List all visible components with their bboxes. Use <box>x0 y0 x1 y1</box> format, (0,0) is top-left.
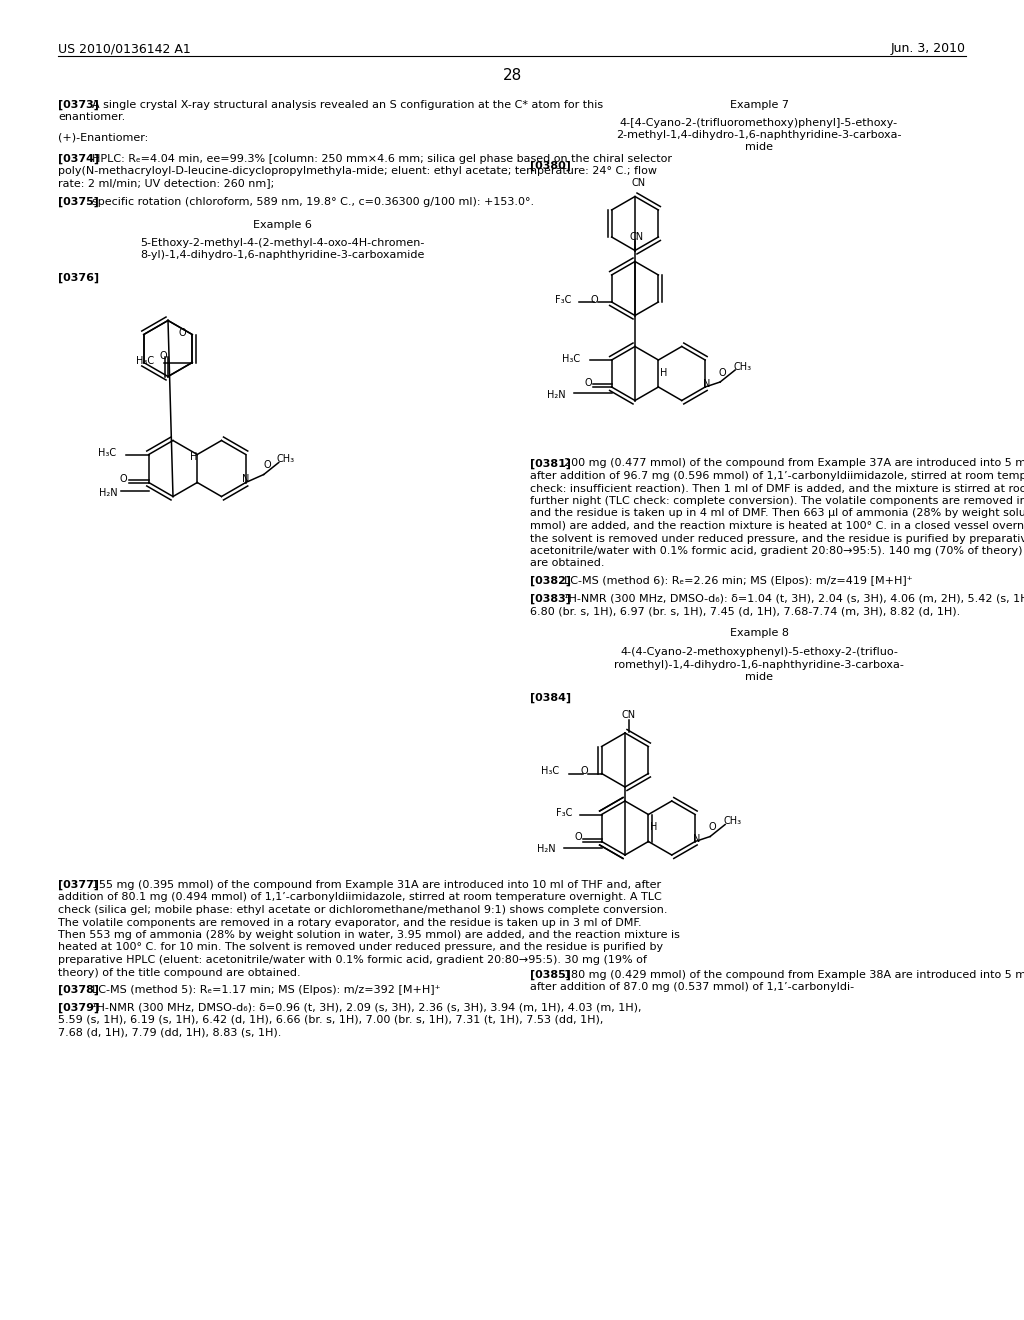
Text: specific rotation (chloroform, 589 nm, 19.8° C., c=0.36300 g/100 ml): +153.0°.: specific rotation (chloroform, 589 nm, 1… <box>91 197 534 207</box>
Text: N: N <box>693 833 700 843</box>
Text: preparative HPLC (eluent: acetonitrile/water with 0.1% formic acid, gradient 20:: preparative HPLC (eluent: acetonitrile/w… <box>58 954 647 965</box>
Text: H₃C: H₃C <box>98 449 117 458</box>
Text: [0380]: [0380] <box>530 161 570 172</box>
Text: O: O <box>718 368 726 378</box>
Text: F₃C: F₃C <box>556 808 572 817</box>
Text: [0373]: [0373] <box>58 100 99 111</box>
Text: HPLC: Rₑ=4.04 min, ee=99.3% [column: 250 mm×4.6 mm; silica gel phase based on th: HPLC: Rₑ=4.04 min, ee=99.3% [column: 250… <box>91 153 672 164</box>
Text: 180 mg (0.429 mmol) of the compound from Example 38A are introduced into 5 ml of: 180 mg (0.429 mmol) of the compound from… <box>563 970 1024 979</box>
Text: 5-Ethoxy-2-methyl-4-(2-methyl-4-oxo-4H-chromen-: 5-Ethoxy-2-methyl-4-(2-methyl-4-oxo-4H-c… <box>140 238 424 248</box>
Text: [0376]: [0376] <box>58 273 99 284</box>
Text: A single crystal X-ray structural analysis revealed an S configuration at the C*: A single crystal X-ray structural analys… <box>91 100 603 110</box>
Text: [0381]: [0381] <box>530 458 571 469</box>
Text: CN: CN <box>629 232 643 243</box>
Text: 4-[4-Cyano-2-(trifluoromethoxy)phenyl]-5-ethoxy-: 4-[4-Cyano-2-(trifluoromethoxy)phenyl]-5… <box>620 117 898 128</box>
Text: CN: CN <box>621 710 635 719</box>
Text: after addition of 96.7 mg (0.596 mmol) of 1,1’-carbonyldiimidazole, stirred at r: after addition of 96.7 mg (0.596 mmol) o… <box>530 471 1024 480</box>
Text: after addition of 87.0 mg (0.537 mmol) of 1,1’-carbonyldi-: after addition of 87.0 mg (0.537 mmol) o… <box>530 982 854 993</box>
Text: O: O <box>160 351 168 360</box>
Text: romethyl)-1,4-dihydro-1,6-naphthyridine-3-carboxa-: romethyl)-1,4-dihydro-1,6-naphthyridine-… <box>614 660 904 669</box>
Text: O: O <box>581 767 588 776</box>
Text: mide: mide <box>745 672 773 682</box>
Text: further night (TLC check: complete conversion). The volatile components are remo: further night (TLC check: complete conve… <box>530 496 1024 506</box>
Text: [0385]: [0385] <box>530 970 570 981</box>
Text: Example 7: Example 7 <box>729 100 788 110</box>
Text: mmol) are added, and the reaction mixture is heated at 100° C. in a closed vesse: mmol) are added, and the reaction mixtur… <box>530 521 1024 531</box>
Text: 28: 28 <box>503 69 521 83</box>
Text: ¹H-NMR (300 MHz, DMSO-d₆): δ=0.96 (t, 3H), 2.09 (s, 3H), 2.36 (s, 3H), 3.94 (m, : ¹H-NMR (300 MHz, DMSO-d₆): δ=0.96 (t, 3H… <box>91 1002 641 1012</box>
Text: 6.80 (br. s, 1H), 6.97 (br. s, 1H), 7.45 (d, 1H), 7.68-7.74 (m, 3H), 8.82 (d, 1H: 6.80 (br. s, 1H), 6.97 (br. s, 1H), 7.45… <box>530 606 961 616</box>
Text: O: O <box>590 294 598 305</box>
Text: CN: CN <box>631 178 645 189</box>
Text: O: O <box>709 822 716 833</box>
Text: LC-MS (method 6): Rₑ=2.26 min; MS (Elpos): m/z=419 [M+H]⁺: LC-MS (method 6): Rₑ=2.26 min; MS (Elpos… <box>563 576 912 586</box>
Text: H₃C: H₃C <box>136 356 155 367</box>
Text: check (silica gel; mobile phase: ethyl acetate or dichloromethane/methanol 9:1) : check (silica gel; mobile phase: ethyl a… <box>58 906 668 915</box>
Text: CH₃: CH₃ <box>276 454 295 465</box>
Text: Jun. 3, 2010: Jun. 3, 2010 <box>891 42 966 55</box>
Text: US 2010/0136142 A1: US 2010/0136142 A1 <box>58 42 190 55</box>
Text: CH₃: CH₃ <box>733 362 752 372</box>
Text: H: H <box>660 368 668 378</box>
Text: ¹H-NMR (300 MHz, DMSO-d₆): δ=1.04 (t, 3H), 2.04 (s, 3H), 4.06 (m, 2H), 5.42 (s, : ¹H-NMR (300 MHz, DMSO-d₆): δ=1.04 (t, 3H… <box>563 594 1024 603</box>
Text: acetonitrile/water with 0.1% formic acid, gradient 20:80→95:5). 140 mg (70% of t: acetonitrile/water with 0.1% formic acid… <box>530 546 1024 556</box>
Text: enantiomer.: enantiomer. <box>58 112 125 123</box>
Text: H₃C: H₃C <box>542 767 559 776</box>
Text: H₂N: H₂N <box>547 389 565 400</box>
Text: theory) of the title compound are obtained.: theory) of the title compound are obtain… <box>58 968 301 978</box>
Text: and the residue is taken up in 4 ml of DMF. Then 663 μl of ammonia (28% by weigh: and the residue is taken up in 4 ml of D… <box>530 508 1024 519</box>
Text: H₃C: H₃C <box>562 354 581 364</box>
Text: F₃C: F₃C <box>555 294 571 305</box>
Text: H₂N: H₂N <box>537 845 555 854</box>
Text: CH₃: CH₃ <box>723 817 741 826</box>
Text: [0377]: [0377] <box>58 880 99 890</box>
Text: 5.59 (s, 1H), 6.19 (s, 1H), 6.42 (d, 1H), 6.66 (br. s, 1H), 7.00 (br. s, 1H), 7.: 5.59 (s, 1H), 6.19 (s, 1H), 6.42 (d, 1H)… <box>58 1015 603 1026</box>
Text: 8-yl)-1,4-dihydro-1,6-naphthyridine-3-carboxamide: 8-yl)-1,4-dihydro-1,6-naphthyridine-3-ca… <box>140 251 424 260</box>
Text: LC-MS (method 5): Rₑ=1.17 min; MS (Elpos): m/z=392 [M+H]⁺: LC-MS (method 5): Rₑ=1.17 min; MS (Elpos… <box>91 985 440 995</box>
Text: N: N <box>703 379 711 389</box>
Text: N: N <box>242 474 249 484</box>
Text: rate: 2 ml/min; UV detection: 260 nm];: rate: 2 ml/min; UV detection: 260 nm]; <box>58 178 274 189</box>
Text: mide: mide <box>745 143 773 153</box>
Text: poly(N-methacryloyl-D-leucine-dicyclopropylmethyla-mide; eluent: ethyl acetate; : poly(N-methacryloyl-D-leucine-dicyclopro… <box>58 166 657 176</box>
Text: 7.68 (d, 1H), 7.79 (dd, 1H), 8.83 (s, 1H).: 7.68 (d, 1H), 7.79 (dd, 1H), 8.83 (s, 1H… <box>58 1027 282 1038</box>
Text: are obtained.: are obtained. <box>530 558 604 569</box>
Text: [0375]: [0375] <box>58 197 99 207</box>
Text: H: H <box>650 822 657 833</box>
Text: [0378]: [0378] <box>58 985 99 995</box>
Text: O: O <box>574 833 583 842</box>
Text: 4-(4-Cyano-2-methoxyphenyl)-5-ethoxy-2-(trifluo-: 4-(4-Cyano-2-methoxyphenyl)-5-ethoxy-2-(… <box>621 647 898 657</box>
Text: Example 6: Example 6 <box>253 219 311 230</box>
Text: H: H <box>190 451 198 462</box>
Text: heated at 100° C. for 10 min. The solvent is removed under reduced pressure, and: heated at 100° C. for 10 min. The solven… <box>58 942 664 953</box>
Text: [0383]: [0383] <box>530 594 570 603</box>
Text: 200 mg (0.477 mmol) of the compound from Example 37A are introduced into 5 ml of: 200 mg (0.477 mmol) of the compound from… <box>563 458 1024 469</box>
Text: the solvent is removed under reduced pressure, and the residue is purified by pr: the solvent is removed under reduced pre… <box>530 533 1024 544</box>
Text: O: O <box>585 378 592 388</box>
Text: [0374]: [0374] <box>58 153 99 164</box>
Text: 2-methyl-1,4-dihydro-1,6-naphthyridine-3-carboxa-: 2-methyl-1,4-dihydro-1,6-naphthyridine-3… <box>616 129 902 140</box>
Text: [0384]: [0384] <box>530 693 571 702</box>
Text: O: O <box>264 461 271 470</box>
Text: Example 8: Example 8 <box>729 628 788 639</box>
Text: O: O <box>119 474 127 484</box>
Text: Then 553 mg of ammonia (28% by weight solution in water, 3.95 mmol) are added, a: Then 553 mg of ammonia (28% by weight so… <box>58 931 680 940</box>
Text: [0379]: [0379] <box>58 1002 99 1012</box>
Text: O: O <box>178 329 186 338</box>
Text: H₂N: H₂N <box>98 488 118 499</box>
Text: check: insufficient reaction). Then 1 ml of DMF is added, and the mixture is sti: check: insufficient reaction). Then 1 ml… <box>530 483 1024 494</box>
Text: (+)-Enantiomer:: (+)-Enantiomer: <box>58 133 148 143</box>
Text: 155 mg (0.395 mmol) of the compound from Example 31A are introduced into 10 ml o: 155 mg (0.395 mmol) of the compound from… <box>91 880 660 890</box>
Text: The volatile components are removed in a rotary evaporator, and the residue is t: The volatile components are removed in a… <box>58 917 642 928</box>
Text: addition of 80.1 mg (0.494 mmol) of 1,1’-carbonyldiimidazole, stirred at room te: addition of 80.1 mg (0.494 mmol) of 1,1’… <box>58 892 662 903</box>
Text: [0382]: [0382] <box>530 576 571 586</box>
